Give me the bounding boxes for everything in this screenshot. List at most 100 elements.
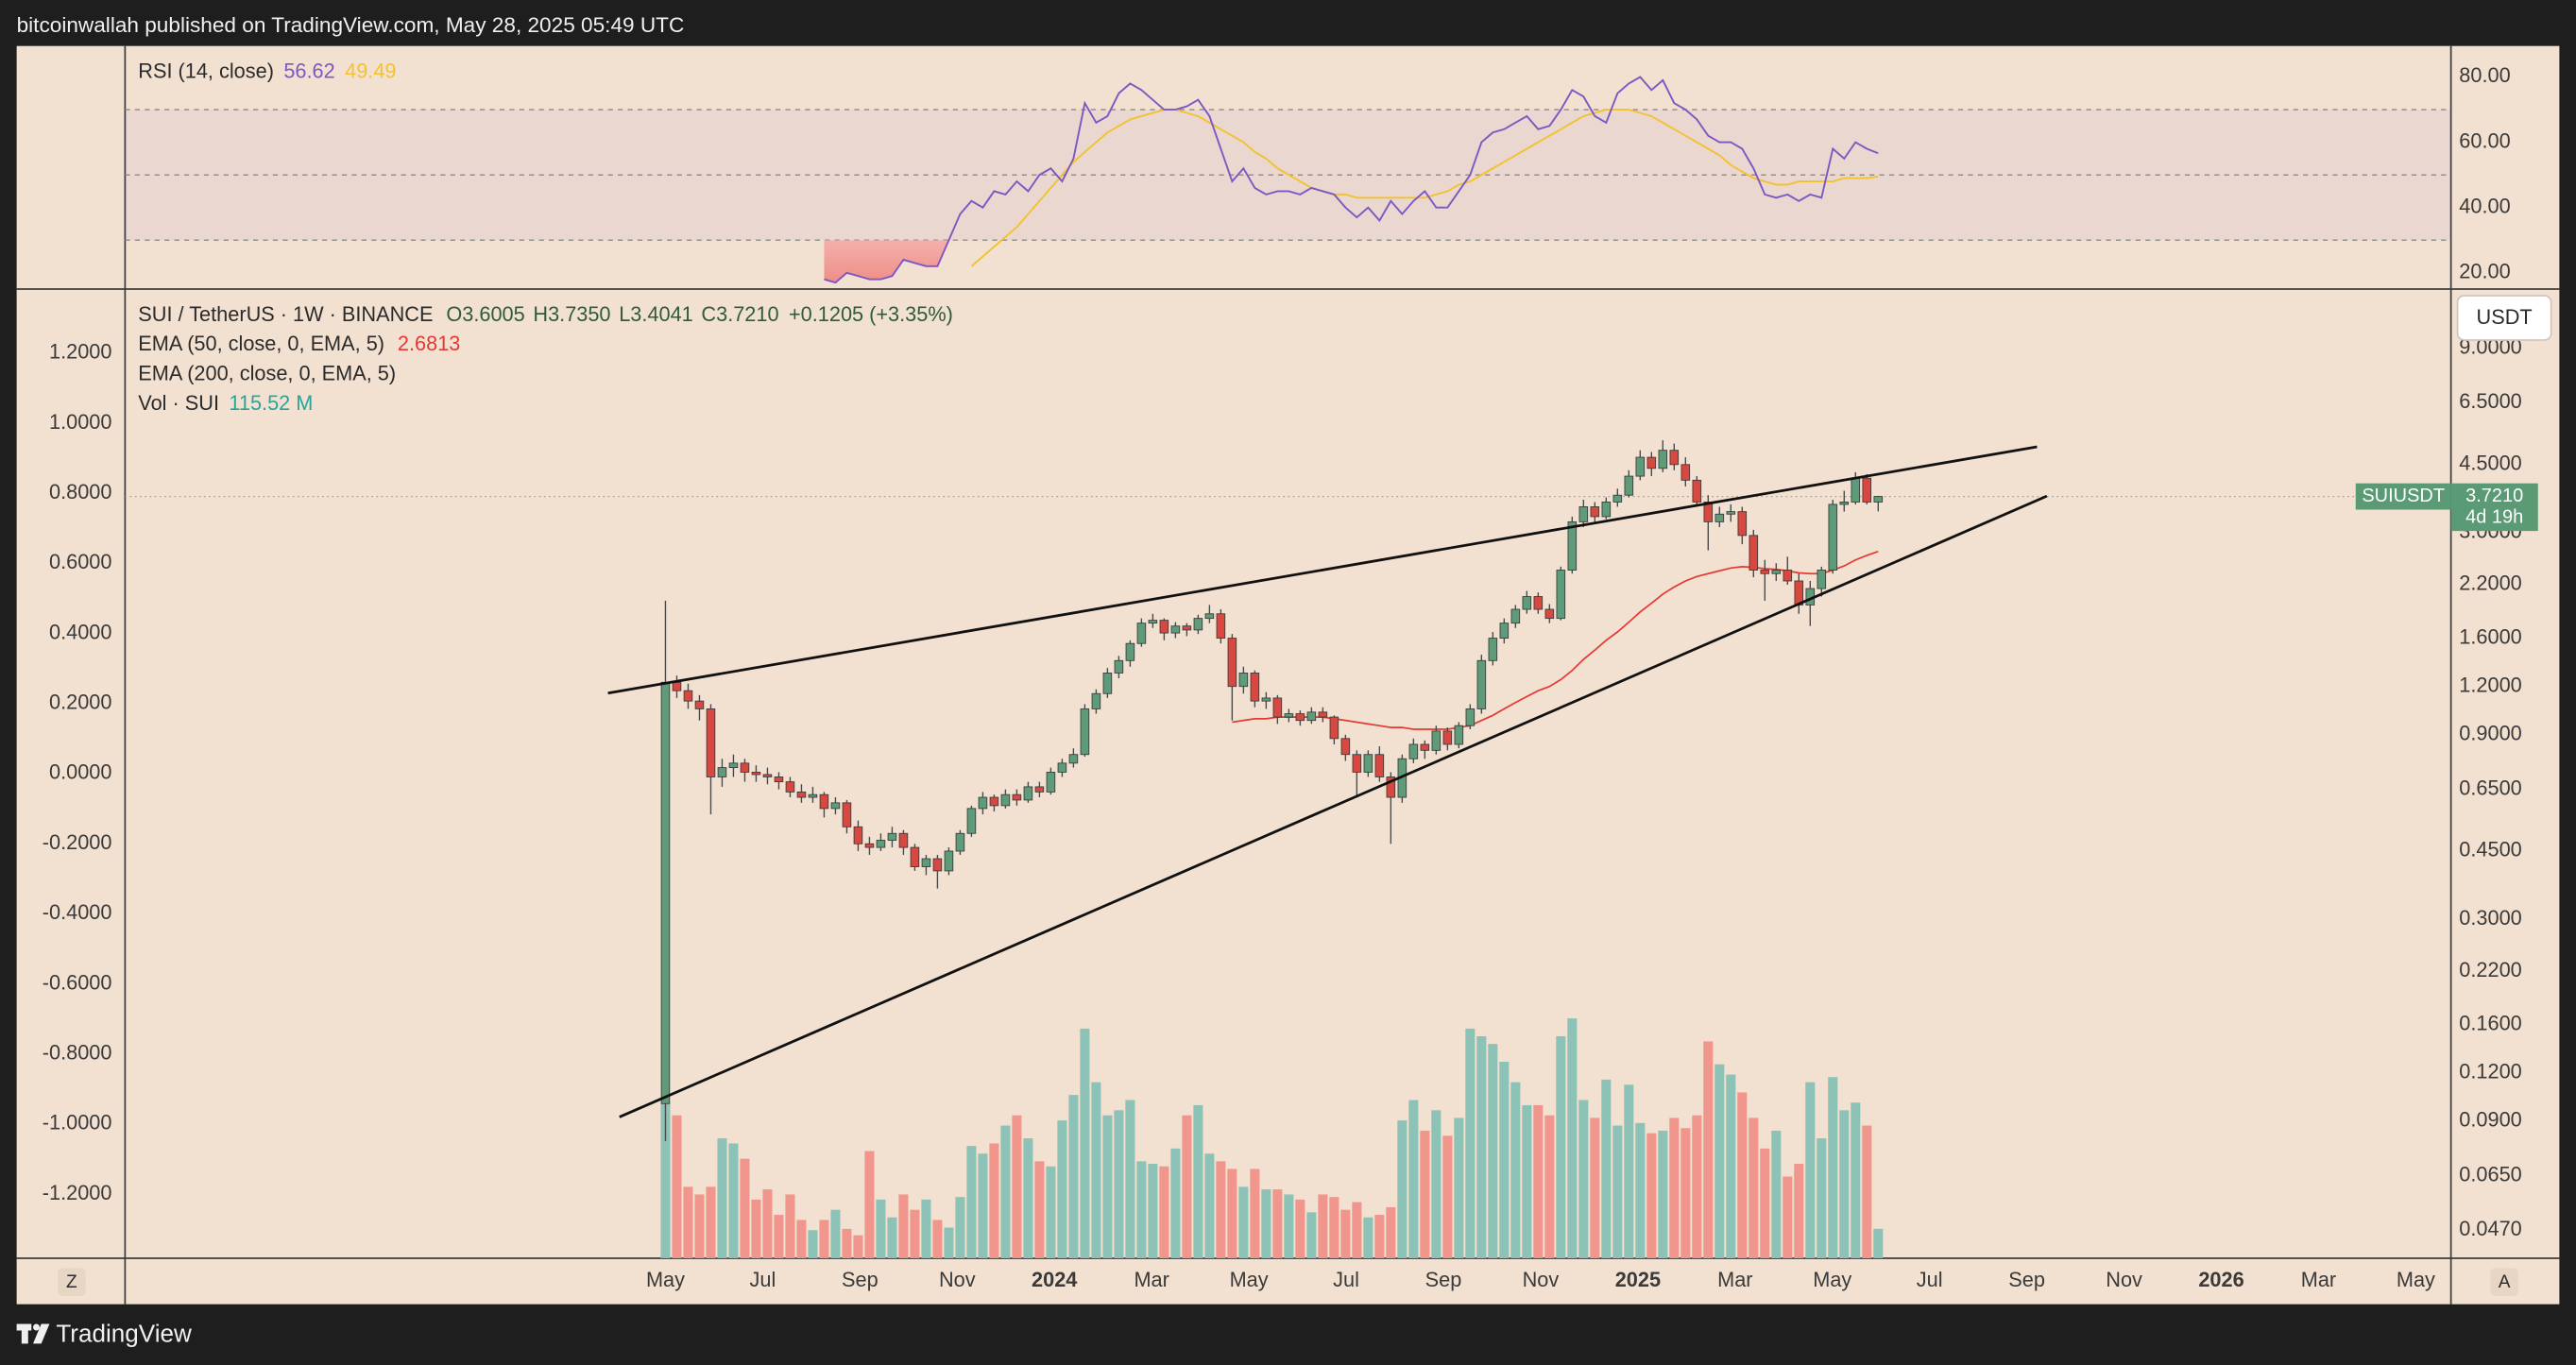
volume-bar <box>762 1189 773 1258</box>
candle-body <box>898 832 909 848</box>
left-tick-label: 1.0000 <box>49 410 111 434</box>
zoom-button[interactable] <box>58 1268 86 1296</box>
volume-bar <box>1114 1110 1124 1258</box>
volume-bar <box>1839 1110 1850 1258</box>
volume-bar <box>1533 1104 1544 1258</box>
candle-body <box>1170 625 1181 634</box>
legend: EMA (200, close, 0, EMA, 5) <box>138 361 396 384</box>
candle-body <box>808 793 818 798</box>
legend-item: 49.49 <box>345 59 396 82</box>
candle-body <box>1465 708 1476 726</box>
candle-body <box>1862 477 1872 503</box>
candle-body <box>864 843 875 848</box>
volume-bar <box>1034 1161 1045 1258</box>
brand-logo <box>16 1323 50 1344</box>
volume-bar <box>1522 1104 1532 1258</box>
volume-bar <box>887 1217 897 1258</box>
volume-bar <box>1714 1064 1725 1258</box>
y-tick-label: 0.1200 <box>2459 1060 2521 1083</box>
legend-item: 2.6813 <box>398 332 460 355</box>
candle-body <box>1125 642 1135 661</box>
volume-bar <box>1227 1169 1237 1258</box>
volume-bar <box>1771 1130 1782 1258</box>
legend-item: SUI / TetherUS · 1W · BINANCE <box>138 302 433 326</box>
volume-bar <box>1012 1115 1022 1258</box>
volume-bar <box>785 1194 795 1258</box>
y-tick-label: 0.3000 <box>2459 906 2521 930</box>
volume-bar <box>1204 1153 1215 1258</box>
countdown-label: 4d 19h <box>2465 506 2523 527</box>
volume-bar <box>1680 1128 1691 1258</box>
lower-trendline <box>619 494 2048 1118</box>
volume-bar <box>1057 1120 1067 1258</box>
candle-body <box>1227 638 1237 688</box>
candle-body <box>1136 623 1147 644</box>
candle-body <box>921 858 931 867</box>
candle-body <box>887 832 897 841</box>
candle-body <box>1068 754 1079 764</box>
volume-bar <box>910 1209 920 1258</box>
volume-bar <box>1408 1100 1419 1258</box>
volume-bar <box>1692 1115 1702 1258</box>
legend-item: L3.4041 <box>619 302 693 326</box>
y-tick-label: 4.5000 <box>2459 452 2521 475</box>
volume-bar <box>1272 1189 1283 1258</box>
volume-bar <box>1749 1118 1759 1258</box>
zoom-label[interactable]: Z <box>66 1272 77 1292</box>
candle-body <box>1363 754 1373 773</box>
legend-item: C3.7210 <box>701 302 778 326</box>
candle-body <box>740 762 750 773</box>
candle-body <box>1057 762 1067 773</box>
volume-bar <box>1148 1164 1158 1258</box>
y-tick-label: 0.4500 <box>2459 838 2521 862</box>
left-tick-label: 0.8000 <box>49 480 111 503</box>
left-tick-label: -1.0000 <box>43 1111 112 1135</box>
volume-bar <box>1488 1044 1498 1258</box>
x-tick-label: 2026 <box>2198 1268 2243 1291</box>
legend: EMA (50, close, 0, EMA, 5) 2.6813 <box>138 332 460 355</box>
candle-body <box>842 802 852 828</box>
rsi-tick-label: 60.00 <box>2459 128 2510 152</box>
candle-body <box>830 802 841 810</box>
candle-body <box>932 858 943 872</box>
legend-item: O3.6005 <box>446 302 524 326</box>
rsi-line <box>824 76 1879 284</box>
y-tick-label: 1.2000 <box>2459 673 2521 696</box>
legend-item: EMA (50, close, 0, EMA, 5) <box>138 332 384 355</box>
candle-body <box>1182 625 1192 631</box>
candle-body <box>1828 503 1838 571</box>
volume-bar <box>1340 1209 1351 1258</box>
candle-body <box>1102 673 1113 694</box>
candle-body <box>683 690 693 702</box>
candle-body <box>1714 513 1725 522</box>
symbol-tag-label: SUIUSDT <box>2362 486 2445 506</box>
candle-body <box>660 681 671 1104</box>
candle-body <box>1159 620 1169 634</box>
price-tag-label: 3.7210 <box>2465 486 2523 506</box>
volume-bar <box>1862 1125 1872 1258</box>
left-tick-label: -0.8000 <box>43 1040 112 1064</box>
volume-bar <box>1080 1028 1090 1258</box>
left-tick-label: -1.2000 <box>43 1181 112 1204</box>
volume-bar <box>1284 1194 1294 1258</box>
candle-body <box>1783 570 1793 582</box>
currency-label[interactable]: USDT <box>2477 305 2533 329</box>
volume-bar <box>1386 1206 1396 1258</box>
volume-bar <box>1578 1100 1589 1258</box>
price-tag <box>2450 483 2538 532</box>
volume-bar <box>1476 1036 1487 1258</box>
candle-body <box>1284 713 1294 718</box>
x-tick-label: May <box>2397 1268 2435 1291</box>
currency-button[interactable] <box>2456 295 2552 341</box>
volume-bar <box>672 1115 682 1258</box>
candle-body <box>1454 725 1464 745</box>
auto-scale-label[interactable]: A <box>2499 1272 2511 1292</box>
price-pane: 9.00006.50004.50003.00002.20001.60001.20… <box>43 302 2538 1291</box>
candle-body <box>1873 496 1884 503</box>
auto-scale-button[interactable] <box>2490 1268 2518 1296</box>
x-tick-label: Mar <box>1717 1268 1752 1291</box>
y-tick-label: 0.9000 <box>2459 722 2521 745</box>
candle-body <box>1238 673 1249 688</box>
candle-body <box>1590 506 1600 518</box>
